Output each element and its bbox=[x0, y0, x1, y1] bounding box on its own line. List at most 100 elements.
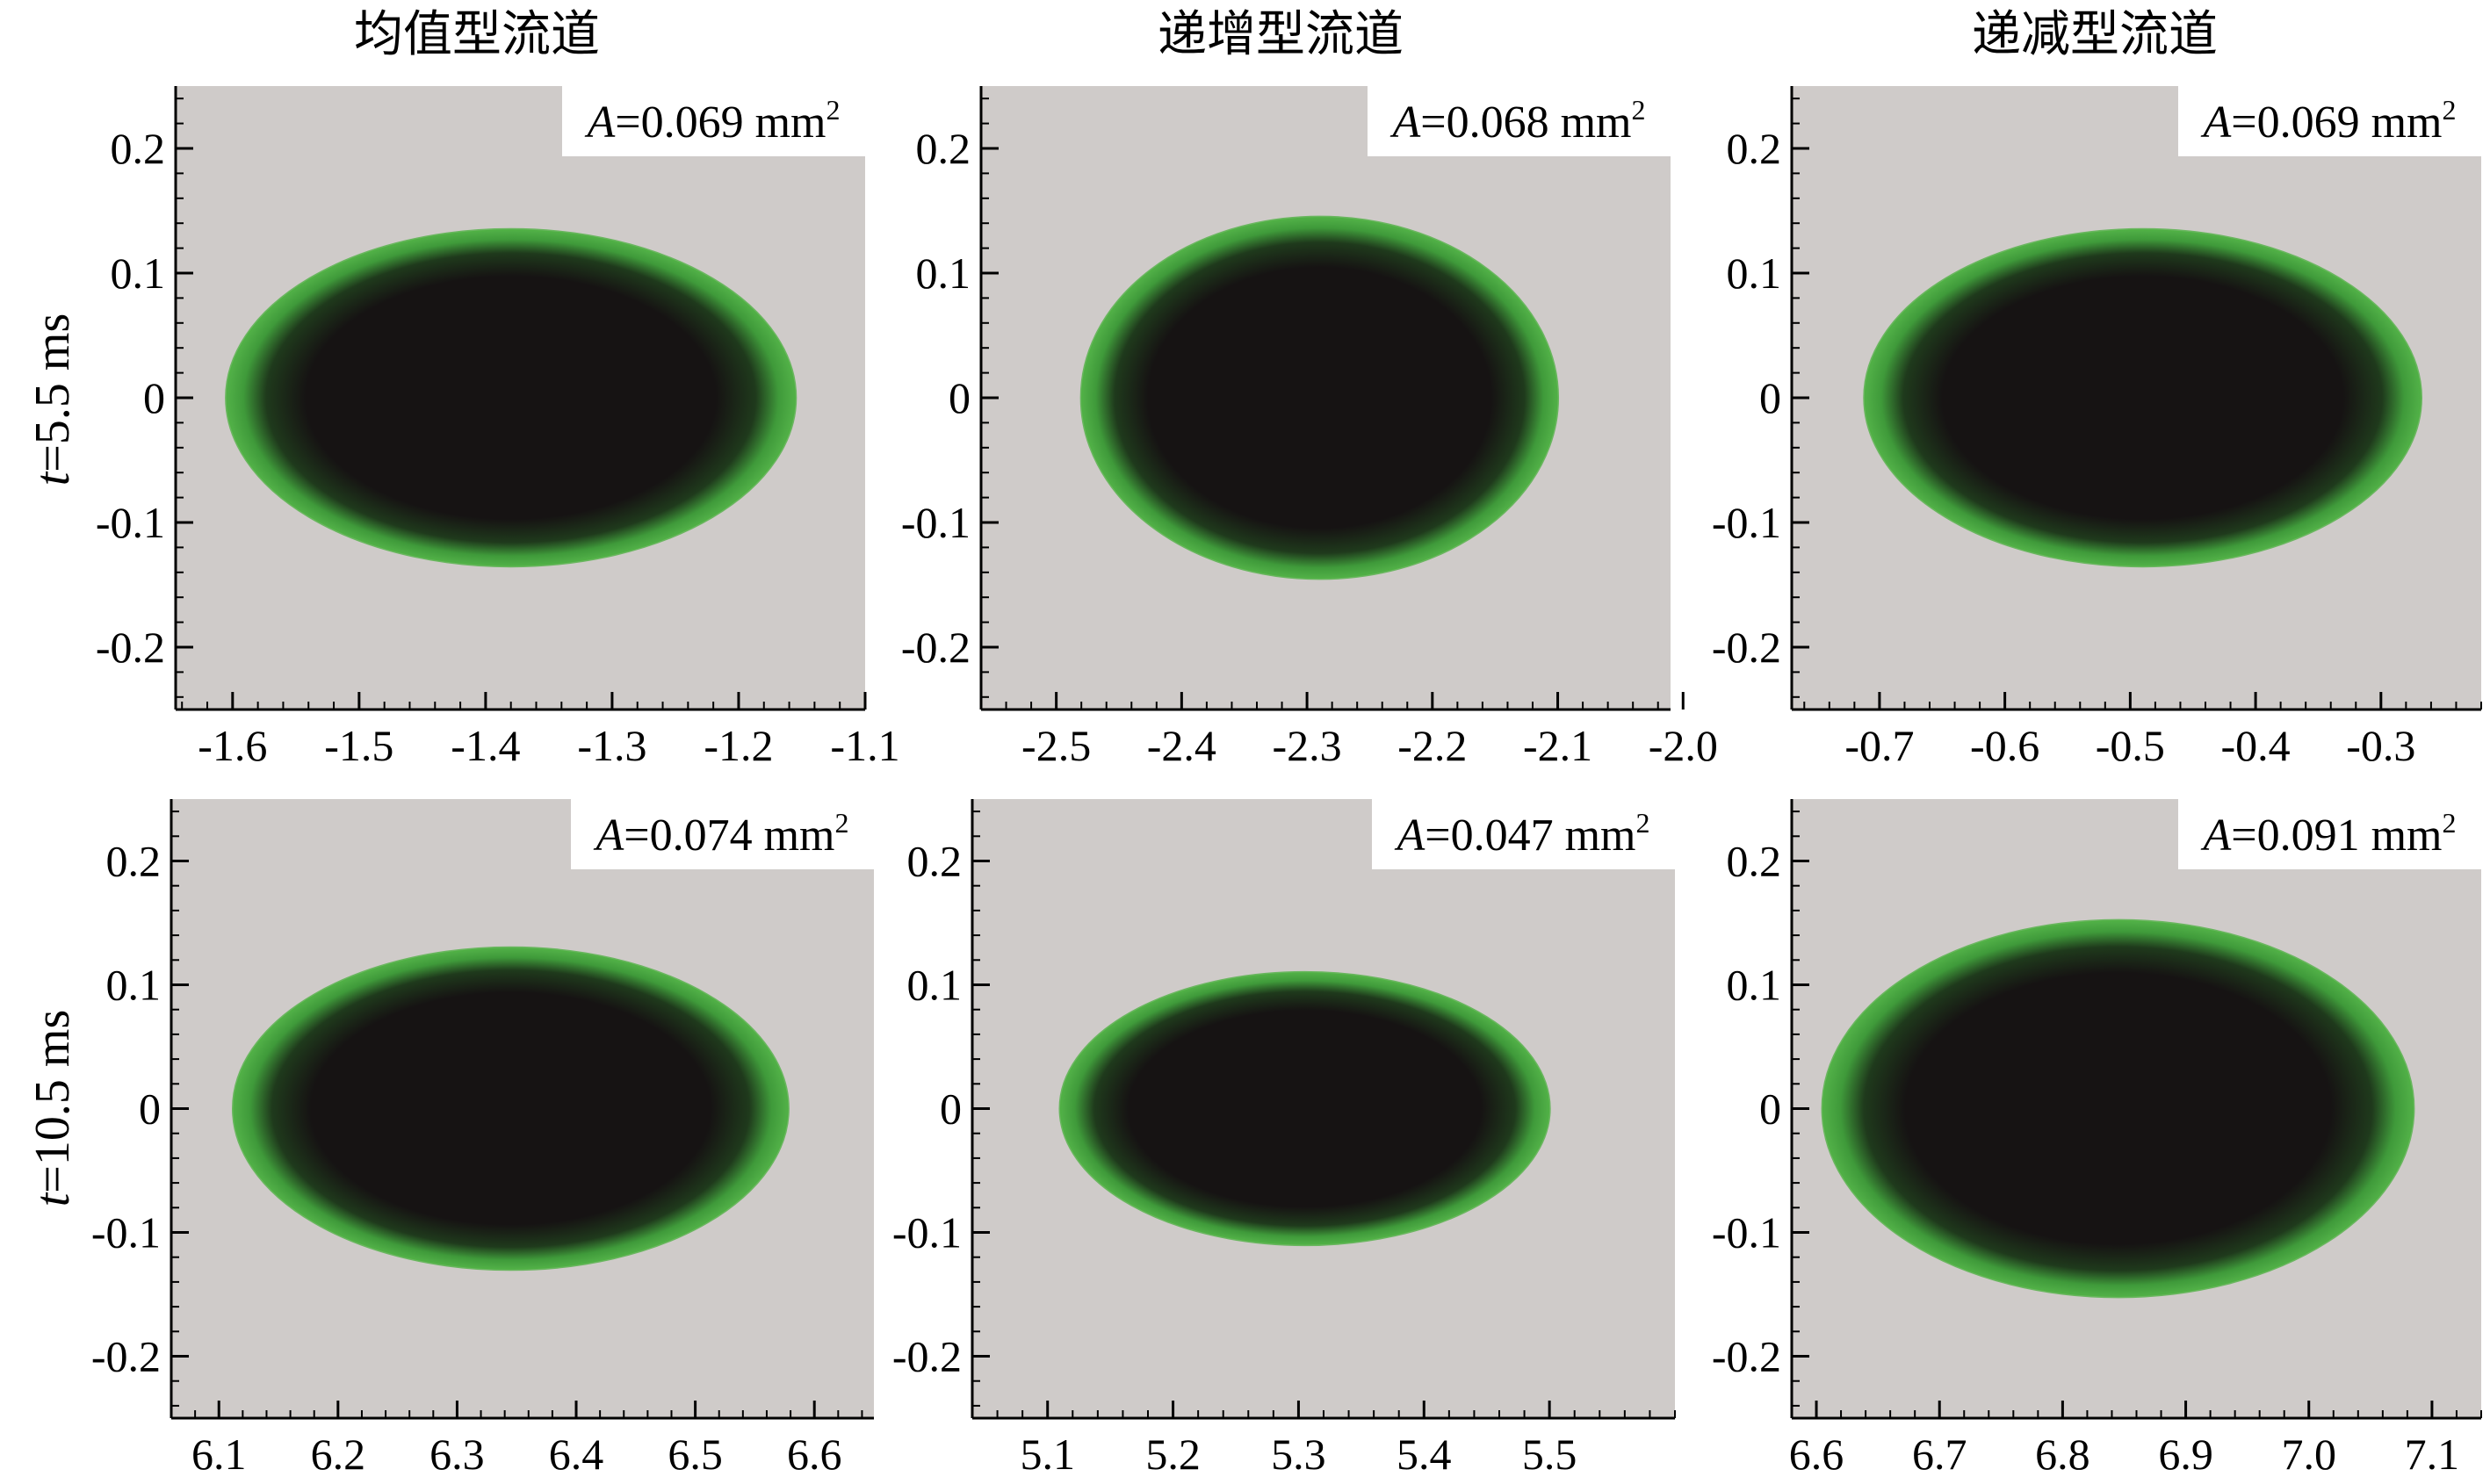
x-tick-label: -1.3 bbox=[577, 721, 646, 770]
x-tick-label: -2.4 bbox=[1147, 721, 1216, 770]
bubble-outline bbox=[1058, 970, 1551, 1247]
x-tick-label: 7.1 bbox=[2405, 1430, 2460, 1479]
x-tick-label: -0.6 bbox=[1970, 721, 2039, 770]
area-exponent: 2 bbox=[2443, 94, 2457, 126]
x-tick-label: 5.4 bbox=[1397, 1430, 1452, 1479]
y-tick-label: -0.2 bbox=[1712, 1332, 1781, 1381]
area-annotation-box bbox=[1368, 86, 1671, 156]
y-tick-label: 0.2 bbox=[1727, 124, 1782, 173]
area-symbol: A bbox=[594, 810, 624, 861]
row-label-10-5ms: t=10.5 ms bbox=[25, 1010, 80, 1207]
y-tick-label: -0.1 bbox=[91, 1208, 161, 1257]
x-tick-label: -0.3 bbox=[2346, 721, 2415, 770]
y-tick-label: 0.1 bbox=[907, 961, 963, 1010]
area-annotation: A=0.069 mm2 bbox=[2201, 94, 2457, 148]
area-annotation: A=0.069 mm2 bbox=[585, 94, 841, 148]
area-annotation-box bbox=[571, 799, 874, 869]
area-exponent: 2 bbox=[826, 94, 841, 126]
y-tick-label: -0.2 bbox=[96, 623, 165, 672]
column-title-increasing: 递增型流道 bbox=[1158, 6, 1404, 63]
area-annotation-box bbox=[1372, 799, 1675, 869]
y-tick-label: 0 bbox=[1759, 373, 1781, 422]
area-value: =0.091 mm bbox=[2231, 810, 2442, 861]
area-annotation-box bbox=[2178, 799, 2481, 869]
panel-0-2: 0.2 0.1 0 -0.1 -0.2 -0.7 -0.6 -0.5 -0.4 -0.3 A=0.0… bbox=[1712, 86, 2482, 770]
panel-0-0: 0.2 0.1 0 -0.1 -0.2 -1.6 -1.5 -1.4 -1.3 -1.2 -1.1 A… bbox=[96, 86, 900, 770]
x-tick-label: -1.4 bbox=[451, 721, 520, 770]
x-tick-label: 6.3 bbox=[429, 1430, 485, 1479]
y-tick-label: -0.1 bbox=[892, 1208, 962, 1257]
panel-1-2: 0.2 0.1 0 -0.1 -0.26.6 6.7 6.8 6.9 7.0 7.1 A=0.091… bbox=[1712, 799, 2482, 1479]
y-tick-label: 0.1 bbox=[1727, 249, 1782, 298]
bubble-contour bbox=[1864, 229, 2421, 566]
row-label-symbol: t bbox=[25, 471, 80, 486]
x-tick-label: -1.1 bbox=[830, 721, 899, 770]
bubble-contour bbox=[233, 947, 789, 1270]
x-tick-label: 6.6 bbox=[787, 1430, 842, 1479]
x-tick-label: -0.5 bbox=[2096, 721, 2165, 770]
x-tick-label: 7.0 bbox=[2282, 1430, 2337, 1479]
x-tick-label: 5.2 bbox=[1145, 1430, 1201, 1479]
area-symbol: A bbox=[585, 97, 616, 148]
bubble-outline bbox=[225, 227, 798, 568]
x-tick-label: 5.1 bbox=[1020, 1430, 1075, 1479]
x-tick-label: 5.5 bbox=[1522, 1430, 1577, 1479]
y-tick-label: -0.1 bbox=[96, 498, 165, 547]
bubble-outline bbox=[1079, 215, 1560, 580]
area-exponent: 2 bbox=[835, 807, 849, 839]
x-tick-label: 6.2 bbox=[311, 1430, 366, 1479]
area-annotation-box bbox=[562, 86, 865, 156]
bubble-outline bbox=[232, 946, 790, 1271]
x-tick-label: 6.7 bbox=[1912, 1430, 1967, 1479]
y-tick-label: -0.2 bbox=[91, 1332, 161, 1381]
x-tick-label: 6.8 bbox=[2035, 1430, 2090, 1479]
bubble-contour bbox=[226, 229, 796, 566]
x-tick-label: 6.6 bbox=[1789, 1430, 1844, 1479]
x-tick-label: -0.7 bbox=[1844, 721, 1914, 770]
row-label-text: =10.5 ms bbox=[25, 1010, 80, 1193]
x-tick-label: -2.1 bbox=[1523, 721, 1592, 770]
y-tick-label: 0.2 bbox=[916, 124, 971, 173]
x-tick-label: -1.6 bbox=[198, 721, 267, 770]
area-value: =0.047 mm bbox=[1425, 810, 1635, 861]
y-tick-label: -0.1 bbox=[1712, 498, 1781, 547]
row-label-symbol: t bbox=[25, 1192, 80, 1207]
area-symbol: A bbox=[2201, 810, 2232, 861]
bubble-contour bbox=[1060, 972, 1550, 1245]
column-title-decreasing: 递减型流道 bbox=[1972, 6, 2218, 63]
x-tick-label: -2.5 bbox=[1021, 721, 1091, 770]
x-tick-label: -2.3 bbox=[1273, 721, 1342, 770]
row-label-5-5ms: t=5.5 ms bbox=[25, 313, 80, 486]
row-label-text: =5.5 ms bbox=[25, 313, 80, 472]
x-tick-label: 6.4 bbox=[549, 1430, 604, 1479]
area-annotation: A=0.091 mm2 bbox=[2201, 807, 2457, 861]
y-tick-label: 0.2 bbox=[1727, 837, 1782, 886]
y-tick-label: 0.1 bbox=[1727, 961, 1782, 1010]
bubble-outline bbox=[1821, 918, 2415, 1299]
y-tick-label: -0.1 bbox=[901, 498, 971, 547]
area-value: =0.069 mm bbox=[2231, 97, 2442, 148]
area-value: =0.074 mm bbox=[624, 810, 834, 861]
column-title-uniform: 均值型流道 bbox=[354, 6, 600, 63]
x-tick-label: 6.5 bbox=[668, 1430, 723, 1479]
x-tick-label: -0.4 bbox=[2221, 721, 2291, 770]
area-annotation: A=0.047 mm2 bbox=[1395, 807, 1650, 861]
y-tick-label: 0.2 bbox=[111, 124, 166, 173]
y-tick-label: 0.1 bbox=[916, 249, 971, 298]
x-tick-label: -1.2 bbox=[704, 721, 773, 770]
x-tick-label: -2.0 bbox=[1649, 721, 1718, 770]
area-value: =0.068 mm bbox=[1420, 97, 1631, 148]
y-tick-label: 0.1 bbox=[111, 249, 166, 298]
area-annotation: A=0.068 mm2 bbox=[1390, 94, 1646, 148]
y-tick-label: 0 bbox=[143, 373, 165, 422]
panel-grid: 0.2 0.1 0 -0.1 -0.2 -1.6 -1.5 -1.4 -1.3 -1.2 -1.1 A… bbox=[91, 86, 2482, 1479]
area-exponent: 2 bbox=[2443, 807, 2457, 839]
panel-1-0: 0.2 0.1 0 -0.1 -0.2 6.1 6.2 6.3 6.4 6.5 6.6 A=0.074… bbox=[91, 799, 874, 1479]
x-tick-label: 5.3 bbox=[1271, 1430, 1326, 1479]
area-symbol: A bbox=[1395, 810, 1425, 861]
area-symbol: A bbox=[2201, 97, 2232, 148]
y-tick-label: 0.2 bbox=[106, 837, 162, 886]
panel-0-1: 0.2 0.1 0 -0.1 -0.2 -2.5 -2.4 -2.3 -2.2 -2.1 -2.0 A… bbox=[901, 86, 1718, 770]
x-tick-label: 6.9 bbox=[2158, 1430, 2213, 1479]
